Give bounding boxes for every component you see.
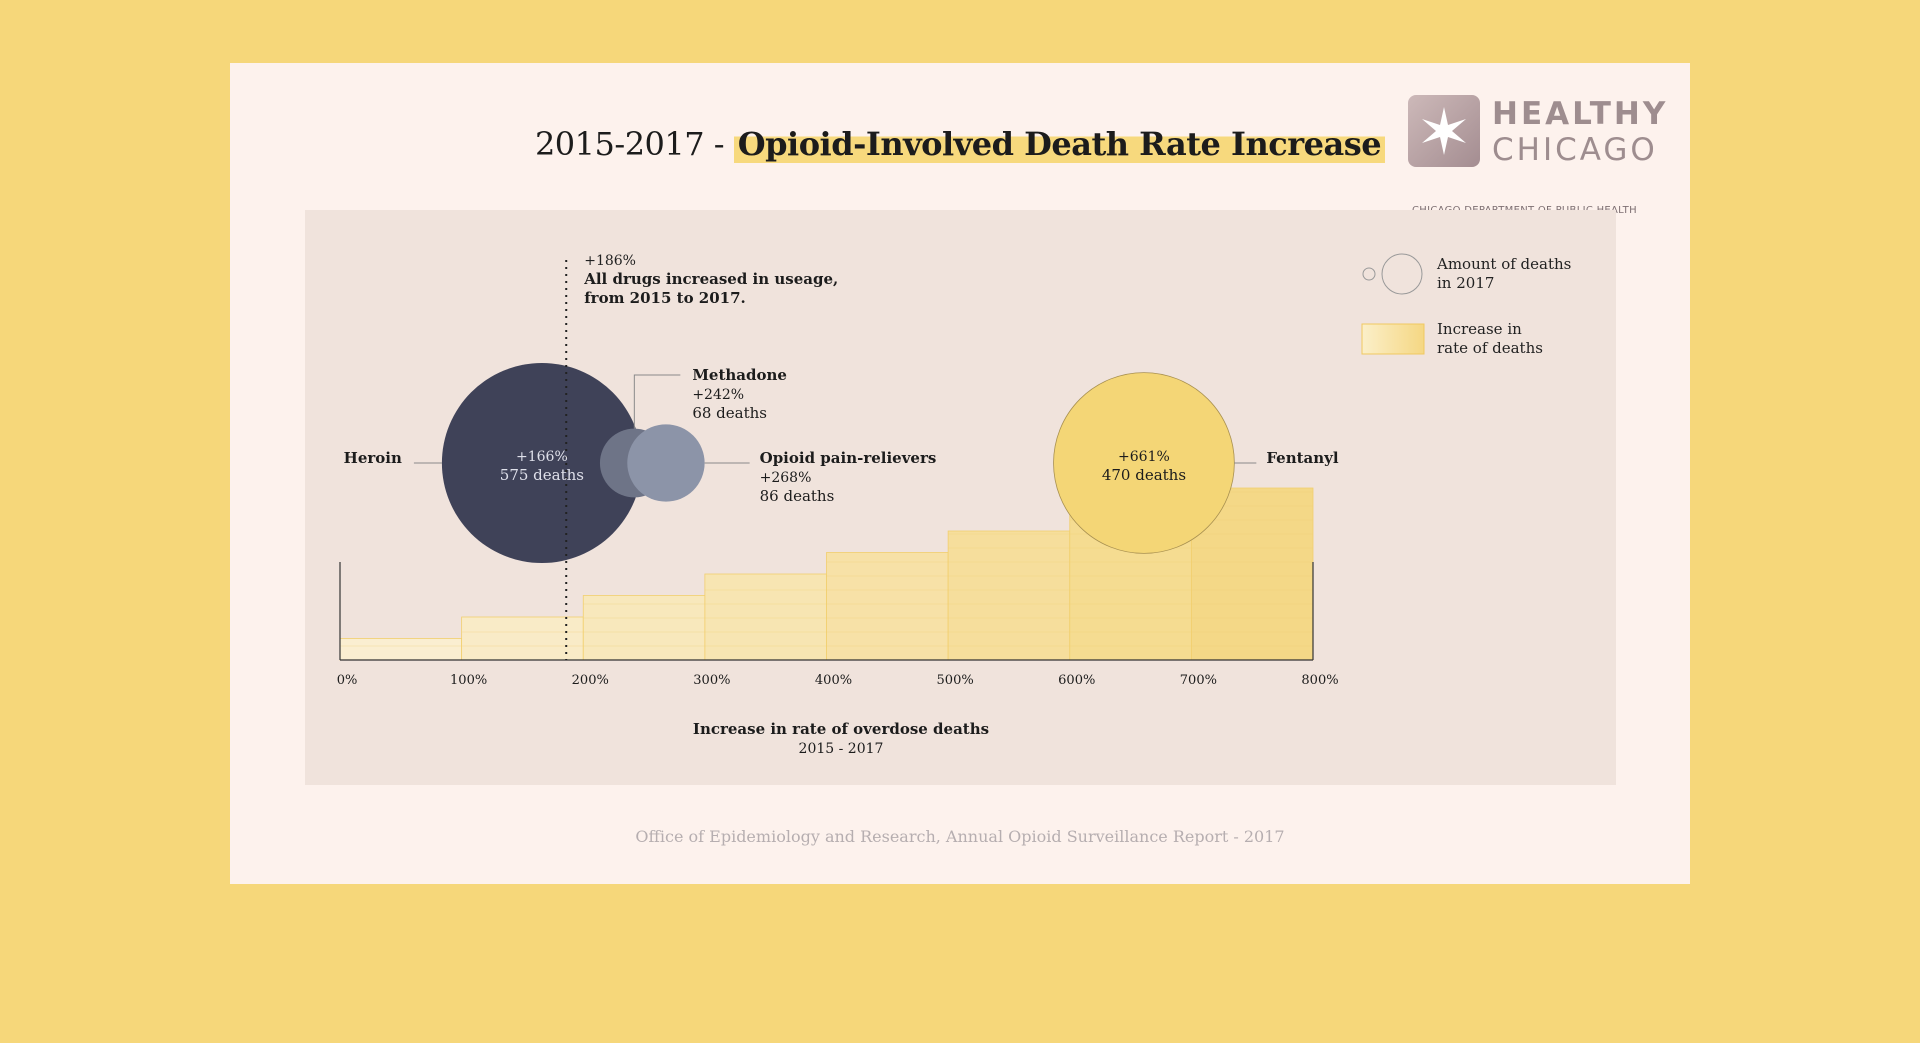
heroin-name: Heroin [344,449,402,467]
x-tick-label: 200% [572,673,609,688]
reference-line-group: +186% All drugs increased in useage, fro… [565,253,838,660]
logo-line2: CHICAGO [1492,132,1658,168]
chart-panel: 0% 100% 200% 300% 400% 500% 600% 700% 800% +186%… [305,210,1616,785]
heroin-increase: +166% [516,449,568,465]
increase-bar [704,573,827,661]
x-tick-label: 300% [693,673,730,688]
fentanyl-deaths: 470 deaths [1102,466,1186,484]
legend: Amount of deaths in 2017 Increase in rat… [1361,253,1571,357]
reference-label-line1: All drugs increased in useage, [583,270,838,288]
x-axis-title: Increase in rate of overdose deaths [693,720,989,738]
x-tick-label: 600% [1058,673,1095,688]
bubble-chart: 0% 100% 200% 300% 400% 500% 600% 700% 800% +186%… [337,253,1572,757]
increase-bar [947,530,1071,661]
increase-bar [461,616,584,661]
fentanyl-name: Fentanyl [1266,449,1339,467]
opioid-pain-relievers-name: Opioid pain-relievers [760,449,937,467]
legend-bubble-label-2: in 2017 [1437,274,1494,292]
reference-label-line2: from 2015 to 2017. [584,289,746,307]
title-highlight: Opioid-Involved Death Rate Increase [733,125,1386,163]
source-note: Office of Epidemiology and Research, Ann… [635,827,1285,846]
increase-bars [339,487,1314,661]
x-tick-label: 100% [450,673,487,688]
opioid-pain-relievers-increase: +268% [760,470,812,486]
x-tick-label: 0% [337,673,358,688]
legend-bubble-label-1: Amount of deaths [1436,255,1571,273]
page-title: 2015-2017 - Opioid-Involved Death Rate I… [230,125,1690,163]
heroin-deaths: 575 deaths [500,466,584,484]
methadone-increase: +242% [692,387,744,403]
infographic-card: 2015-2017 - Opioid-Involved Death Rate I… [230,63,1690,884]
x-axis: 0% 100% 200% 300% 400% 500% 600% 700% 800% [337,562,1339,688]
logo-badge [1408,95,1480,167]
x-axis-subtitle: 2015 - 2017 [799,741,884,757]
increase-bar [582,595,706,661]
methadone-name: Methadone [692,366,787,384]
legend-small-bubble [1362,267,1376,281]
x-tick-label: 500% [937,673,974,688]
x-tick-label: 800% [1301,673,1338,688]
legend-bar-label-2: rate of deaths [1437,339,1543,357]
methadone-leader [633,374,681,429]
opioid-pain-relievers-deaths: 86 deaths [760,487,835,505]
legend-large-bubble [1381,253,1423,295]
bubble-heroin [441,363,642,563]
legend-bar-swatch [1361,323,1425,355]
bubbles [441,363,1235,563]
star-icon [1422,107,1466,155]
reference-value: +186% [584,253,636,269]
methadone-deaths: 68 deaths [692,404,767,422]
fentanyl-increase: +661% [1118,449,1170,465]
bubble-labels: +166%575 deaths Heroin Methadone +242%68 de… [344,366,1339,505]
title-prefix: 2015-2017 - [534,125,734,163]
increase-bar [339,638,463,661]
x-tick-label: 400% [815,673,852,688]
legend-bar-label-1: Increase in [1437,320,1522,338]
bubble-opioid-pain-relievers [627,424,705,502]
healthy-chicago-logo: HEALTHY CHICAGO CHICAGO DEPARTMENT OF PU… [1408,95,1669,216]
logo-line1: HEALTHY [1492,96,1669,132]
increase-bar [826,552,949,661]
x-tick-label: 700% [1180,673,1217,688]
bubble-fentanyl [1053,372,1235,554]
